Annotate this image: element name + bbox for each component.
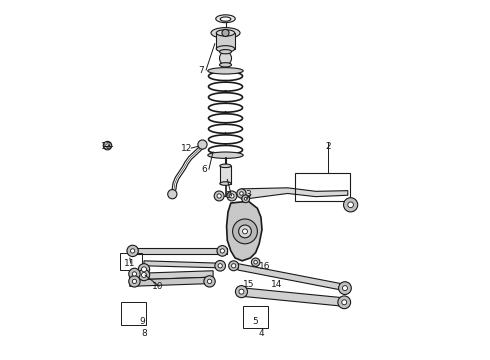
Circle shape	[217, 246, 228, 256]
Text: 8: 8	[141, 329, 147, 338]
Ellipse shape	[220, 50, 232, 54]
Circle shape	[251, 258, 260, 266]
Polygon shape	[130, 277, 213, 286]
Circle shape	[240, 192, 243, 195]
Text: 7: 7	[198, 66, 203, 75]
Circle shape	[214, 191, 224, 201]
Text: 6: 6	[201, 165, 207, 174]
Circle shape	[338, 296, 351, 309]
Text: 15: 15	[243, 280, 254, 289]
Bar	[294, 173, 349, 201]
Circle shape	[254, 260, 257, 264]
Text: 3: 3	[245, 190, 251, 199]
Circle shape	[339, 282, 351, 294]
Circle shape	[220, 249, 224, 253]
Circle shape	[132, 272, 137, 276]
Ellipse shape	[208, 152, 243, 158]
Circle shape	[227, 191, 237, 201]
Circle shape	[142, 273, 147, 278]
Circle shape	[343, 198, 358, 212]
Text: 5: 5	[253, 317, 259, 326]
Circle shape	[129, 276, 140, 287]
Circle shape	[232, 264, 236, 268]
Polygon shape	[226, 201, 262, 261]
Circle shape	[142, 267, 147, 272]
Circle shape	[343, 285, 347, 291]
Bar	[220, 166, 231, 184]
Circle shape	[239, 225, 251, 238]
Circle shape	[233, 219, 257, 244]
Circle shape	[217, 194, 221, 198]
Circle shape	[106, 144, 109, 147]
Bar	[243, 306, 268, 328]
Circle shape	[229, 261, 239, 271]
Text: 13: 13	[101, 142, 113, 151]
Circle shape	[129, 268, 140, 280]
Ellipse shape	[220, 52, 232, 65]
Circle shape	[237, 189, 246, 198]
Polygon shape	[130, 271, 213, 280]
Circle shape	[218, 264, 222, 268]
Ellipse shape	[216, 30, 235, 36]
Text: 2: 2	[325, 142, 331, 151]
Text: 14: 14	[271, 280, 283, 289]
Text: 9: 9	[139, 317, 145, 326]
Circle shape	[243, 229, 247, 234]
Ellipse shape	[220, 17, 231, 21]
Ellipse shape	[216, 15, 235, 23]
Circle shape	[242, 195, 249, 203]
Ellipse shape	[216, 46, 235, 52]
Bar	[128, 248, 226, 254]
Text: 12: 12	[181, 144, 192, 153]
Ellipse shape	[220, 182, 231, 185]
Text: 11: 11	[124, 259, 136, 268]
Polygon shape	[144, 261, 223, 268]
Circle shape	[235, 285, 247, 298]
Bar	[121, 302, 146, 325]
Polygon shape	[242, 188, 348, 199]
Circle shape	[168, 190, 177, 199]
Circle shape	[127, 245, 138, 257]
Circle shape	[138, 269, 149, 281]
Text: 10: 10	[152, 282, 164, 291]
Ellipse shape	[220, 63, 232, 67]
Ellipse shape	[220, 164, 231, 168]
Circle shape	[204, 276, 215, 287]
Circle shape	[198, 140, 207, 149]
Circle shape	[138, 264, 149, 275]
Ellipse shape	[208, 68, 243, 74]
Bar	[120, 253, 142, 270]
Circle shape	[348, 202, 353, 208]
Circle shape	[103, 141, 112, 150]
Circle shape	[245, 197, 247, 200]
Circle shape	[130, 249, 135, 253]
Circle shape	[222, 30, 229, 36]
Polygon shape	[238, 287, 346, 306]
Circle shape	[230, 194, 234, 198]
Polygon shape	[238, 264, 348, 291]
Text: 1: 1	[226, 192, 232, 201]
Text: 4: 4	[258, 329, 264, 338]
Circle shape	[207, 279, 212, 283]
Circle shape	[215, 260, 225, 271]
Circle shape	[132, 279, 137, 283]
Circle shape	[342, 300, 347, 305]
Bar	[216, 33, 235, 49]
Ellipse shape	[211, 28, 240, 38]
Text: 16: 16	[259, 262, 270, 271]
Circle shape	[239, 289, 244, 294]
